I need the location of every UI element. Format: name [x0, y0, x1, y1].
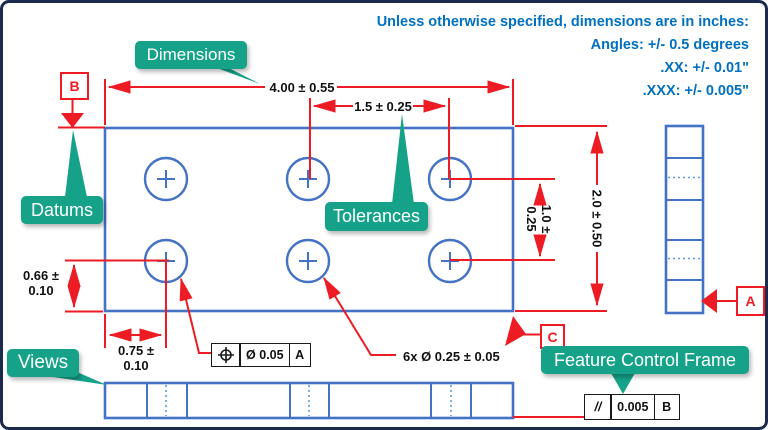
dim-edge-to-hole-v-lines [65, 259, 169, 313]
fcf-position-datum: A [288, 343, 311, 367]
fcf-position-tolerance: Ø 0.05 [239, 343, 291, 367]
tolerance-notes: Unless otherwise specified, dimensions a… [303, 11, 749, 103]
side-view [664, 124, 705, 315]
bottom-view-outline [103, 381, 515, 420]
dim-overall-width-lines [104, 79, 514, 125]
datums-callout-tail [65, 130, 87, 197]
datum-c-symbol [505, 316, 541, 346]
dim-hole-spacing-h-lines [309, 98, 450, 179]
dim-edge-to-hole-h-line1: 0.75 ± [117, 343, 155, 358]
drawing-linework [33, 61, 736, 420]
position-icon [211, 343, 241, 367]
datum-a-symbol [701, 289, 736, 313]
fcf-parallelism-datum: B [653, 394, 680, 420]
hole-callout-text: 6x Ø 0.25 ± 0.05 [403, 349, 500, 364]
parallelism-icon: // [584, 394, 612, 420]
fcf-callout-tail [611, 373, 635, 394]
fcf-position-leader [179, 277, 211, 354]
dimensions-callout: Dimensions [135, 41, 247, 69]
dim-overall-height: 2.0 ± 0.50 [589, 189, 605, 248]
side-view-hidden-lines [668, 176, 701, 260]
note-line-2: Angles: +/- 0.5 degrees [590, 37, 749, 53]
datum-a-label: A [736, 286, 765, 316]
views-callout: Views [7, 349, 79, 377]
dim-hole-spacing-v-line2: 0.25 [524, 206, 539, 232]
datums-callout: Datums [21, 196, 103, 224]
hole-callout-leader [323, 276, 396, 356]
dim-overall-width: 4.00 ± 0.55 [269, 80, 335, 95]
dim-edge-to-hole-v: 0.66 ± 0.10 [17, 268, 65, 298]
dim-edge-to-hole-v-line1: 0.66 ± [22, 268, 60, 283]
tolerances-callout-tail [392, 114, 414, 204]
bottom-view [103, 381, 515, 420]
fcf-parallelism-tolerance: 0.005 [610, 394, 656, 420]
fcf-parallelism: // 0.005 B [584, 394, 680, 420]
datum-b-symbol [58, 96, 105, 129]
dim-edge-to-hole-h-lines [104, 262, 167, 348]
note-line-1: Unless otherwise specified, dimensions a… [376, 14, 749, 30]
side-view-outline [664, 124, 705, 315]
datum-b-label: B [60, 72, 89, 100]
dim-edge-to-hole-v-line2: 0.10 [28, 283, 54, 298]
fcf-position: Ø 0.05 A [211, 343, 311, 367]
dim-hole-spacing-v-line1: 1.0 ± [539, 204, 554, 234]
dim-hole-spacing-v-lines [450, 178, 555, 261]
note-line-3: .XX: +/- 0.01" [660, 60, 749, 76]
dim-edge-to-hole-h-line2: 0.10 [123, 358, 149, 373]
dim-hole-spacing-v: 1.0 ± 0.25 [524, 197, 554, 241]
bottom-view-hidden-lines [165, 385, 452, 416]
dim-edge-to-hole-h: 0.75 ± 0.10 [110, 343, 162, 373]
note-line-4: .XXX: +/- 0.005" [642, 83, 749, 99]
dim-overall-height-lines [515, 125, 607, 312]
tolerances-callout: Tolerances [325, 202, 428, 231]
dim-hole-spacing-h: 1.5 ± 0.25 [354, 99, 412, 114]
fcf-callout: Feature Control Frame [541, 346, 749, 374]
dimension-lines [58, 79, 736, 418]
